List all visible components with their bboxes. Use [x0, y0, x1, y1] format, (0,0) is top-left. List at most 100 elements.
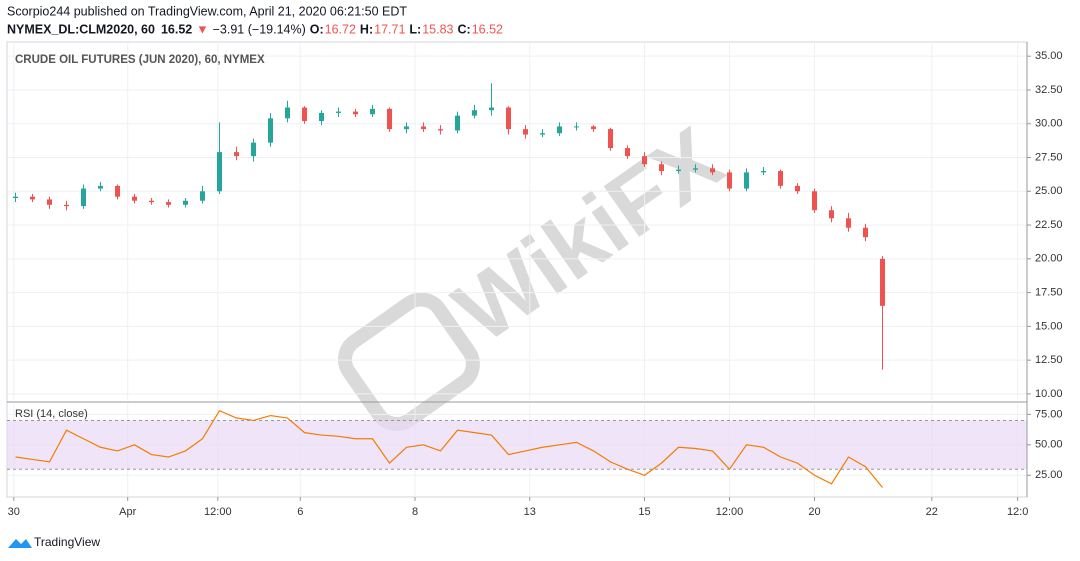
candle-body: [64, 204, 69, 207]
candle-body: [625, 148, 630, 157]
candle-body: [795, 185, 800, 192]
candle-body: [846, 218, 851, 228]
candle-body: [387, 108, 392, 130]
y-tick-label: 10.00: [1035, 388, 1063, 400]
quote-text: ▼: [196, 22, 208, 36]
y-tick-label: 27.50: [1035, 151, 1063, 163]
x-tick-label: 12:00: [204, 506, 232, 518]
candle-body: [421, 126, 426, 130]
y-tick-label: 30.00: [1035, 118, 1063, 130]
candle-body: [455, 115, 460, 131]
candle-body: [812, 191, 817, 211]
y-tick-label: 22.50: [1035, 219, 1063, 231]
candle-body: [472, 110, 477, 116]
candle-body: [115, 185, 120, 197]
quote-text: NYMEX_DL:CLM2020, 60: [7, 22, 155, 36]
candle-body: [149, 200, 154, 203]
candle-body: [761, 171, 766, 173]
quote-text: 16.52: [472, 22, 503, 36]
x-tick-label: 30: [8, 506, 20, 518]
x-tick-label: 8: [412, 506, 418, 518]
candle-body: [523, 129, 528, 135]
y-tick-label: 25.00: [1035, 469, 1063, 481]
candle-body: [863, 227, 868, 238]
candle-body: [132, 196, 137, 201]
y-tick-label: 15.00: [1035, 320, 1063, 332]
x-tick-label: 15: [638, 506, 650, 518]
candle-body: [166, 202, 171, 205]
rsi-line: [15, 409, 883, 488]
panel-title: RSI (14, close): [15, 408, 88, 420]
quote-text: 16.52: [161, 22, 192, 36]
candle-body: [81, 188, 86, 207]
candle-body: [710, 168, 715, 173]
candle-body: [489, 107, 494, 111]
quote-text: H:: [360, 22, 373, 36]
quote-line: NYMEX_DL:CLM2020, 60 16.52 ▼ −3.91 (−19.14%…: [7, 22, 503, 36]
candle-body: [251, 142, 256, 157]
y-tick-label: 75.00: [1035, 408, 1063, 420]
y-tick-label: 50.00: [1035, 439, 1063, 451]
candle-body: [30, 196, 35, 200]
candle-body: [217, 152, 222, 192]
candle-body: [608, 129, 613, 149]
quote-text: O:: [310, 22, 324, 36]
candle-body: [13, 196, 18, 199]
x-tick-label: 12:0: [1007, 506, 1028, 518]
y-tick-label: 20.00: [1035, 253, 1063, 265]
quote-text: L:: [409, 22, 421, 36]
x-tick-label: 12:00: [716, 506, 744, 518]
quote-text: 15.83: [422, 22, 453, 36]
tv-logo: [8, 539, 32, 548]
candle-body: [744, 172, 749, 189]
candle-body: [336, 111, 341, 113]
candle-body: [370, 108, 375, 115]
candle-body: [880, 258, 885, 306]
candle-body: [47, 199, 52, 205]
candle-body: [302, 107, 307, 122]
candle-body: [506, 107, 511, 130]
candle-body: [778, 171, 783, 186]
candle-body: [659, 164, 664, 172]
candle-body: [574, 126, 579, 128]
candle-body: [353, 111, 358, 115]
candle-body: [183, 200, 188, 205]
candle-body: [98, 185, 103, 189]
quote-text: −3.91 (−19.14%): [213, 22, 306, 36]
quote-text: 16.72: [325, 22, 356, 36]
candle-body: [557, 126, 562, 134]
candle-body: [642, 156, 647, 165]
candle-body: [540, 133, 545, 135]
y-tick-label: 12.50: [1035, 354, 1063, 366]
y-tick-label: 17.50: [1035, 287, 1063, 299]
candle-body: [591, 126, 596, 130]
y-tick-label: 25.00: [1035, 185, 1063, 197]
candle-body: [693, 168, 698, 170]
watermark-logo: [337, 292, 480, 431]
x-tick-label: Apr: [119, 506, 136, 518]
x-tick-label: 22: [926, 506, 938, 518]
quote-text: C:: [458, 22, 471, 36]
x-tick-label: 20: [808, 506, 820, 518]
y-tick-label: 35.00: [1035, 50, 1063, 62]
footer-brand: TradingView: [34, 535, 100, 549]
candle-body: [268, 118, 273, 143]
watermark-text: WikiFX: [437, 109, 739, 363]
candle-body: [319, 112, 324, 122]
candle-body: [404, 126, 409, 130]
candle-body: [727, 172, 732, 189]
quote-text: 17.71: [374, 22, 405, 36]
candle-body: [676, 169, 681, 172]
candle-body: [234, 152, 239, 157]
candle-body: [829, 210, 834, 219]
x-tick-label: 6: [297, 506, 303, 518]
y-tick-label: 32.50: [1035, 84, 1063, 96]
candle-body: [438, 129, 443, 131]
panel-title: CRUDE OIL FUTURES (JUN 2020), 60, NYMEX: [15, 54, 265, 66]
candle-body: [200, 191, 205, 201]
rsi-band: [7, 420, 1027, 470]
x-tick-label: 13: [524, 506, 536, 518]
candle-body: [285, 107, 290, 119]
publisher: Scorpio244 published on TradingView.com,…: [7, 4, 407, 18]
